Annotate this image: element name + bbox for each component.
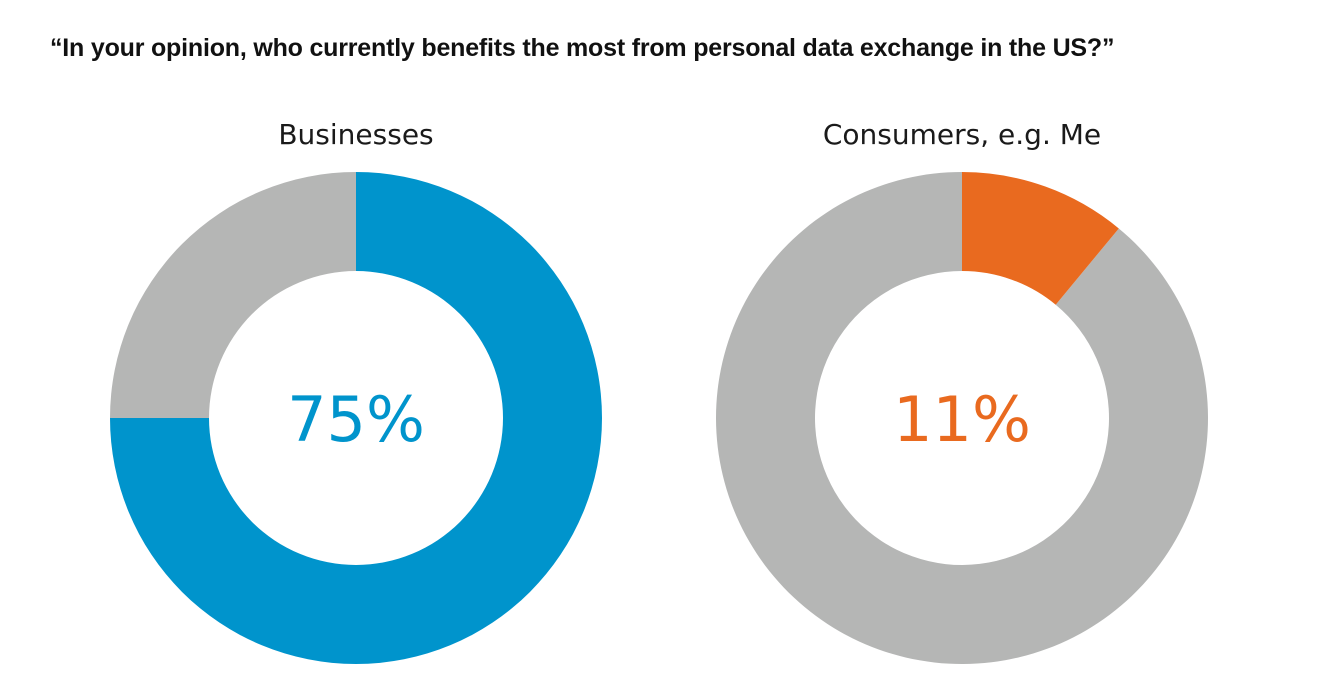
donut-svg-businesses: 75% xyxy=(110,172,602,664)
chart-label-businesses: Businesses xyxy=(278,118,434,151)
donut-segment-consumers xyxy=(962,172,1119,305)
value-label-businesses: 75% xyxy=(287,383,425,456)
chart-title: “In your opinion, who currently benefits… xyxy=(50,34,1115,62)
donut-segment-businesses xyxy=(110,172,602,664)
chart-label-consumers: Consumers, e.g. Me xyxy=(822,118,1102,151)
donut-remainder-consumers xyxy=(716,172,1208,664)
donut-remainder-businesses xyxy=(110,172,356,418)
value-label-consumers: 11% xyxy=(893,383,1031,456)
donut-chart-businesses: Businesses 75% xyxy=(106,0,606,680)
donut-svg-consumers: 11% xyxy=(716,172,1208,664)
donut-chart-consumers: Consumers, e.g. Me 11% xyxy=(712,0,1212,680)
